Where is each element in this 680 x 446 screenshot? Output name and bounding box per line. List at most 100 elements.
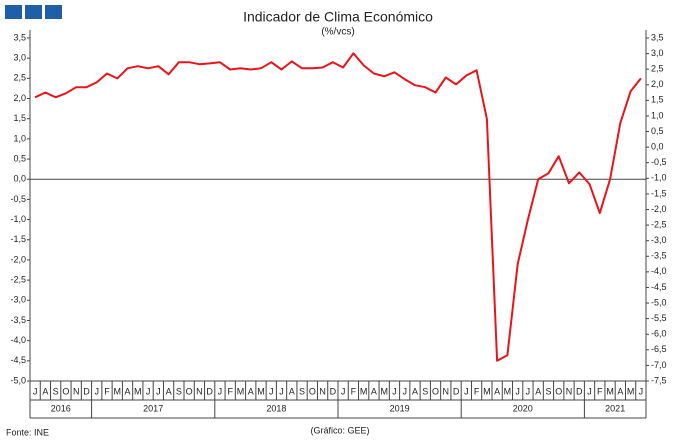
logo-block — [5, 5, 22, 19]
y-tick-label: -2,0 — [10, 254, 26, 264]
x-tick-label: O — [62, 386, 69, 396]
y2-tick-label: -3,5 — [651, 251, 667, 261]
x-tick-label: J — [587, 386, 592, 396]
year-label: 2021 — [605, 403, 625, 413]
y-tick-label: 1,5 — [13, 113, 26, 123]
x-tick-label: A — [617, 386, 623, 396]
y-tick-label: 3,5 — [13, 32, 26, 42]
x-tick-label: J — [392, 386, 397, 396]
x-tick-label: D — [330, 386, 337, 396]
x-tick-label: A — [42, 386, 48, 396]
x-tick-label: S — [422, 386, 428, 396]
y2-tick-label: -3,0 — [651, 235, 667, 245]
y2-tick-label: 3,5 — [651, 32, 664, 42]
y2-tick-label: 2,5 — [651, 64, 664, 74]
x-tick-label: J — [639, 386, 644, 396]
y2-tick-label: 0,5 — [651, 126, 664, 136]
x-tick-label: A — [535, 386, 541, 396]
y2-tick-label: -1,0 — [651, 173, 667, 183]
x-tick-label: A — [412, 386, 418, 396]
y2-tick-label: -7,5 — [651, 375, 667, 385]
x-tick-label: F — [104, 386, 110, 396]
y-tick-label: -5,0 — [10, 375, 26, 385]
x-tick-label: N — [566, 386, 573, 396]
chart-subtitle: (%/vcs) — [321, 27, 354, 38]
x-tick-label: F — [474, 386, 480, 396]
y2-tick-label: 2,0 — [651, 79, 664, 89]
x-tick-label: J — [341, 386, 346, 396]
y2-tick-label: 1,5 — [651, 95, 664, 105]
x-tick-label: J — [156, 386, 161, 396]
x-tick-label: N — [319, 386, 326, 396]
x-tick-label: M — [257, 386, 265, 396]
x-tick-label: J — [146, 386, 151, 396]
y2-tick-label: -4,0 — [651, 266, 667, 276]
x-tick-label: J — [515, 386, 520, 396]
y-tick-label: -2,5 — [10, 274, 26, 284]
logo-block — [45, 5, 62, 19]
y2-tick-label: -1,5 — [651, 188, 667, 198]
x-tick-label: N — [443, 386, 450, 396]
y2-tick-label: 0,0 — [651, 142, 664, 152]
x-tick-label: O — [186, 386, 193, 396]
y2-tick-label: -4,5 — [651, 282, 667, 292]
x-tick-label: S — [545, 386, 551, 396]
x-tick-label: J — [94, 386, 99, 396]
y2-tick-label: 3,0 — [651, 48, 664, 58]
y2-tick-label: -7,0 — [651, 360, 667, 370]
y2-tick-label: -5,0 — [651, 297, 667, 307]
y-tick-label: 1,0 — [13, 133, 26, 143]
year-label: 2017 — [143, 403, 163, 413]
x-tick-label: J — [279, 386, 284, 396]
x-tick-label: M — [380, 386, 388, 396]
x-tick-label: A — [248, 386, 254, 396]
x-tick-label: F — [351, 386, 357, 396]
x-tick-label: M — [237, 386, 245, 396]
y2-tick-label: -6,5 — [651, 344, 667, 354]
x-tick-label: J — [33, 386, 38, 396]
x-tick-label: O — [555, 386, 562, 396]
y-tick-label: -3,5 — [10, 315, 26, 325]
x-tick-label: J — [402, 386, 407, 396]
year-label: 2020 — [513, 403, 533, 413]
series-line — [34, 52, 642, 362]
x-tick-label: N — [196, 386, 203, 396]
credit: (Gráfico: GEE) — [310, 425, 369, 435]
y2-tick-label: -2,0 — [651, 204, 667, 214]
y-tick-label: 0,0 — [13, 174, 26, 184]
x-tick-label: O — [309, 386, 316, 396]
x-tick-label: M — [627, 386, 635, 396]
year-label: 2019 — [390, 403, 410, 413]
x-tick-label: A — [289, 386, 295, 396]
y2-tick-label: -6,0 — [651, 329, 667, 339]
x-tick-label: M — [114, 386, 122, 396]
y-tick-label: -1,0 — [10, 214, 26, 224]
y-tick-label: -3,0 — [10, 295, 26, 305]
y2-tick-label: -2,5 — [651, 219, 667, 229]
x-tick-label: S — [299, 386, 305, 396]
x-tick-label: A — [125, 386, 131, 396]
x-tick-label: N — [73, 386, 80, 396]
x-tick-label: J — [269, 386, 274, 396]
year-label: 2018 — [266, 403, 286, 413]
year-label: 2016 — [51, 403, 71, 413]
x-tick-label: M — [134, 386, 142, 396]
y-tick-label: 2,0 — [13, 93, 26, 103]
x-tick-label: M — [606, 386, 614, 396]
y2-tick-label: -0,5 — [651, 157, 667, 167]
y-tick-label: -0,5 — [10, 194, 26, 204]
y-tick-label: -4,5 — [10, 355, 26, 365]
y-tick-label: 3,0 — [13, 53, 26, 63]
x-tick-label: D — [206, 386, 213, 396]
x-tick-label: D — [83, 386, 90, 396]
x-tick-label: F — [597, 386, 603, 396]
x-tick-label: F — [227, 386, 233, 396]
x-tick-label: A — [166, 386, 172, 396]
x-tick-label: O — [432, 386, 439, 396]
chart-title: Indicador de Clima Económico — [243, 9, 433, 25]
x-tick-label: S — [53, 386, 59, 396]
x-tick-label: D — [453, 386, 460, 396]
x-tick-label: M — [360, 386, 368, 396]
y-tick-label: -1,5 — [10, 234, 26, 244]
logo-block — [25, 5, 42, 19]
